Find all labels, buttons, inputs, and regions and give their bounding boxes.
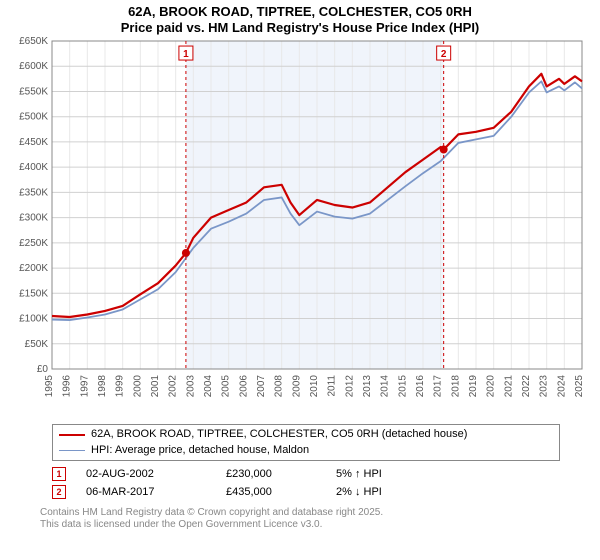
- line-chart: 1995 1996 1997 1998 1999 2000 2001 2002 2003 2004…: [0, 35, 600, 420]
- svg-text:2015: 2015: [397, 375, 408, 398]
- svg-text:1: 1: [183, 49, 189, 60]
- sale-marker-box: 1: [52, 467, 66, 481]
- svg-text:2000: 2000: [132, 375, 143, 398]
- svg-text:2014: 2014: [380, 375, 391, 398]
- svg-text:£550K: £550K: [19, 87, 48, 98]
- svg-text:£200K: £200K: [19, 263, 48, 274]
- svg-text:£50K: £50K: [25, 339, 49, 350]
- svg-text:2005: 2005: [221, 375, 232, 398]
- svg-text:2023: 2023: [539, 375, 550, 398]
- sale-date: 02-AUG-2002: [86, 468, 226, 480]
- chart-svg: 1995 1996 1997 1998 1999 2000 2001 2002 2003 2004…: [0, 35, 600, 415]
- svg-text:1996: 1996: [62, 375, 73, 398]
- svg-text:£350K: £350K: [19, 188, 48, 199]
- legend-row: 62A, BROOK ROAD, TIPTREE, COLCHESTER, CO…: [59, 427, 553, 442]
- legend-swatch: [59, 434, 85, 436]
- svg-text:1995: 1995: [44, 375, 55, 398]
- footer-line-2: This data is licensed under the Open Gov…: [40, 519, 600, 532]
- footer-line-1: Contains HM Land Registry data © Crown c…: [40, 507, 600, 520]
- svg-text:2001: 2001: [150, 375, 161, 398]
- svg-text:2009: 2009: [291, 375, 302, 398]
- sale-row: 1 02-AUG-2002£230,0005% ↑ HPI: [52, 465, 600, 483]
- svg-text:2004: 2004: [203, 375, 214, 398]
- sale-diff: 5% ↑ HPI: [336, 468, 456, 480]
- svg-text:2017: 2017: [433, 375, 444, 398]
- sale-price: £435,000: [226, 486, 336, 498]
- svg-text:2012: 2012: [344, 375, 355, 398]
- svg-text:£300K: £300K: [19, 213, 48, 224]
- svg-text:2025: 2025: [574, 375, 585, 398]
- legend: 62A, BROOK ROAD, TIPTREE, COLCHESTER, CO…: [52, 424, 560, 461]
- svg-text:2020: 2020: [486, 375, 497, 398]
- svg-text:£150K: £150K: [19, 288, 48, 299]
- sale-date: 06-MAR-2017: [86, 486, 226, 498]
- svg-text:£400K: £400K: [19, 162, 48, 173]
- svg-text:2006: 2006: [238, 375, 249, 398]
- svg-text:2003: 2003: [185, 375, 196, 398]
- svg-text:£450K: £450K: [19, 137, 48, 148]
- legend-label: HPI: Average price, detached house, Mald…: [91, 443, 309, 458]
- svg-text:2019: 2019: [468, 375, 479, 398]
- legend-swatch: [59, 450, 85, 451]
- svg-text:1997: 1997: [79, 375, 90, 398]
- sale-price: £230,000: [226, 468, 336, 480]
- svg-text:1998: 1998: [97, 375, 108, 398]
- svg-text:1999: 1999: [115, 375, 126, 398]
- svg-text:2007: 2007: [256, 375, 267, 398]
- svg-text:2022: 2022: [521, 375, 532, 398]
- svg-text:2016: 2016: [415, 375, 426, 398]
- svg-text:2010: 2010: [309, 375, 320, 398]
- svg-text:2021: 2021: [503, 375, 514, 398]
- svg-text:£0: £0: [37, 364, 49, 375]
- svg-text:2008: 2008: [274, 375, 285, 398]
- svg-text:£600K: £600K: [19, 61, 48, 72]
- svg-text:£650K: £650K: [19, 36, 48, 47]
- svg-text:2018: 2018: [450, 375, 461, 398]
- sale-marker-box: 2: [52, 485, 66, 499]
- legend-label: 62A, BROOK ROAD, TIPTREE, COLCHESTER, CO…: [91, 427, 467, 442]
- title-line-2: Price paid vs. HM Land Registry's House …: [0, 20, 600, 36]
- sale-row: 2 06-MAR-2017£435,0002% ↓ HPI: [52, 483, 600, 501]
- svg-text:£250K: £250K: [19, 238, 48, 249]
- title-line-1: 62A, BROOK ROAD, TIPTREE, COLCHESTER, CO…: [0, 4, 600, 20]
- svg-text:£100K: £100K: [19, 314, 48, 325]
- svg-text:2: 2: [441, 49, 447, 60]
- svg-text:£500K: £500K: [19, 112, 48, 123]
- svg-text:2013: 2013: [362, 375, 373, 398]
- sales-table: 1 02-AUG-2002£230,0005% ↑ HPI 2 06-MAR-2017…: [52, 465, 600, 501]
- legend-row: HPI: Average price, detached house, Mald…: [59, 443, 553, 458]
- sale-diff: 2% ↓ HPI: [336, 486, 456, 498]
- attribution-footer: Contains HM Land Registry data © Crown c…: [40, 507, 600, 532]
- svg-text:2011: 2011: [327, 375, 338, 397]
- chart-title: 62A, BROOK ROAD, TIPTREE, COLCHESTER, CO…: [0, 0, 600, 35]
- svg-text:2024: 2024: [556, 375, 567, 398]
- svg-text:2002: 2002: [168, 375, 179, 398]
